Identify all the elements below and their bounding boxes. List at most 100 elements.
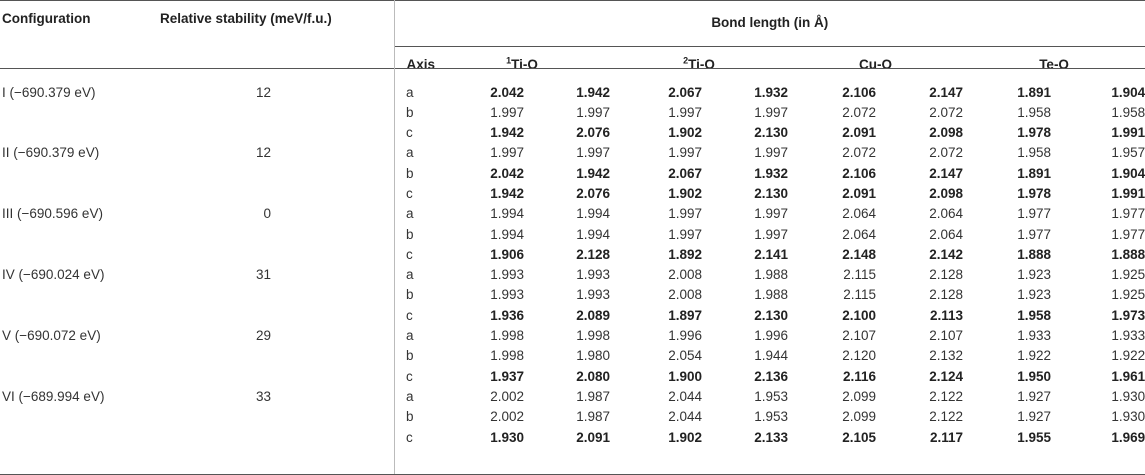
header-ti2-o: 2Ti-O (610, 46, 788, 83)
ti1-superscript: 1 (506, 55, 512, 66)
table-row: b 1.997 1.997 1.997 1.997 2.072 2.072 1.958 1.95… (0, 103, 1145, 123)
bond-length-cell: 2.076 (576, 125, 611, 141)
stability-cell: 33 (255, 388, 271, 404)
bond-length-cell: 1.978 (1017, 185, 1052, 201)
axis-cell: b (406, 226, 414, 242)
bond-length-cell: 1.902 (668, 125, 703, 141)
bond-length-cell: 1.958 (1017, 145, 1052, 161)
bond-length-cell: 2.054 (668, 348, 703, 364)
configuration-cell (0, 103, 160, 123)
bond-length-cell: 2.002 (490, 388, 525, 404)
configuration-cell (0, 346, 160, 366)
bond-length-cell: 1.993 (490, 287, 525, 303)
bond-length-cell: 2.100 (842, 307, 877, 323)
bond-length-cell: 1.902 (668, 185, 703, 201)
bond-length-cell: 2.147 (929, 84, 964, 100)
bond-length-cell: 2.008 (668, 287, 703, 303)
bond-length-cell: 1.993 (576, 267, 611, 283)
table-row: II (−690.379 eV) 12 a 1.997 1.997 1.997 1.997 2… (0, 143, 1145, 163)
table-row: VI (−689.994 eV) 33 a 2.002 1.987 2.044 1.953 2… (0, 387, 1145, 407)
stability-cell (160, 428, 271, 448)
bond-length-cell: 2.133 (754, 429, 789, 445)
bond-length-cell: 2.044 (668, 388, 703, 404)
bond-length-cell: 1.904 (1111, 84, 1145, 100)
bond-length-cell: 2.098 (929, 185, 964, 201)
bond-length-cell: 1.997 (668, 145, 703, 161)
bond-length-cell: 1.988 (754, 287, 789, 303)
header-bottom-rule (0, 68, 1145, 69)
bond-length-cell: 1.997 (754, 226, 789, 242)
spacer-cell (271, 285, 394, 305)
axis-cell: b (406, 104, 414, 120)
header-bond-length: Bond length (in Å) (393, 0, 1145, 47)
bond-length-cell: 1.998 (576, 328, 611, 344)
spacer-cell (271, 83, 394, 103)
bond-length-cell: 1.933 (1017, 328, 1052, 344)
spacer-cell (271, 407, 394, 427)
bond-length-cell: 1.973 (1111, 307, 1145, 323)
bond-length-cell: 2.064 (929, 206, 964, 222)
bond-length-cell: 1.953 (754, 388, 789, 404)
axis-cell: a (406, 206, 414, 222)
bond-length-cell: 1.988 (754, 267, 789, 283)
spacer-cell (271, 428, 394, 448)
table-row: III (−690.596 eV) 0 a 1.994 1.994 1.997 1.997 2… (0, 204, 1145, 224)
bond-length-cell: 2.067 (668, 165, 703, 181)
bond-length-cell: 2.128 (576, 246, 611, 262)
bond-length-cell: 2.128 (929, 267, 964, 283)
axis-cell: c (406, 246, 413, 262)
axis-cell: c (406, 125, 413, 141)
bond-length-table: Configuration Relative stability (meV/f.… (0, 0, 1145, 448)
bond-length-cell: 1.955 (1017, 429, 1052, 445)
bond-length-cell: 2.042 (490, 165, 525, 181)
axis-cell: a (406, 84, 414, 100)
bond-length-cell: 1.942 (576, 84, 611, 100)
bond-length-cell: 2.122 (929, 409, 964, 425)
bond-length-cell: 1.997 (754, 145, 789, 161)
bond-length-cell: 2.072 (929, 145, 964, 161)
stability-cell (160, 103, 271, 123)
bond-length-cell: 2.064 (929, 226, 964, 242)
bond-length-cell: 2.148 (842, 246, 877, 262)
bond-length-cell: 1.922 (1111, 348, 1145, 364)
header-axis: Axis (393, 46, 435, 83)
configuration-cell (0, 306, 160, 326)
configuration-cell: V (−690.072 eV) (2, 328, 101, 344)
stability-cell (160, 306, 271, 326)
configuration-cell (0, 164, 160, 184)
bond-length-cell: 2.072 (842, 145, 877, 161)
configuration-cell: I (−690.379 eV) (2, 84, 96, 100)
bond-length-cell: 1.996 (754, 328, 789, 344)
table-row: b 2.002 1.987 2.044 1.953 2.099 2.122 1.927 1.93… (0, 407, 1145, 427)
axis-cell: c (406, 185, 413, 201)
stability-cell (160, 245, 271, 265)
bond-length-cell: 1.891 (1017, 84, 1052, 100)
bond-length-cell: 2.142 (929, 246, 964, 262)
bond-length-cell: 1.996 (668, 328, 703, 344)
bond-length-cell: 2.080 (576, 368, 611, 384)
bond-length-cell: 2.076 (576, 185, 611, 201)
bond-length-cell: 1.925 (1111, 287, 1145, 303)
ti2-superscript: 2 (683, 55, 689, 66)
bond-length-cell: 1.888 (1111, 246, 1145, 262)
bond-length-cell: 1.997 (576, 104, 611, 120)
bond-length-cell: 2.115 (843, 267, 877, 283)
bond-length-cell: 1.937 (490, 368, 525, 384)
spacer-cell (271, 245, 394, 265)
header-ti1-o: 1Ti-O (434, 46, 610, 83)
bond-length-cell: 1.978 (1017, 125, 1052, 141)
bond-length-cell: 1.997 (490, 104, 525, 120)
bond-length-cell: 1.950 (1017, 368, 1052, 384)
bond-length-cell: 1.927 (1017, 409, 1052, 425)
table-row: IV (−690.024 eV) 31 a 1.993 1.993 2.008 1.988 2… (0, 265, 1145, 285)
bond-length-cell: 1.888 (1017, 246, 1052, 262)
stability-cell: 0 (263, 206, 271, 222)
bond-length-cell: 2.132 (929, 348, 964, 364)
spacer-cell (271, 103, 394, 123)
bond-length-cell: 2.099 (842, 388, 877, 404)
bond-length-cell: 2.136 (754, 368, 789, 384)
bond-length-cell: 1.925 (1111, 267, 1145, 283)
top-rule (0, 0, 1145, 1)
spacer-cell (271, 123, 394, 143)
